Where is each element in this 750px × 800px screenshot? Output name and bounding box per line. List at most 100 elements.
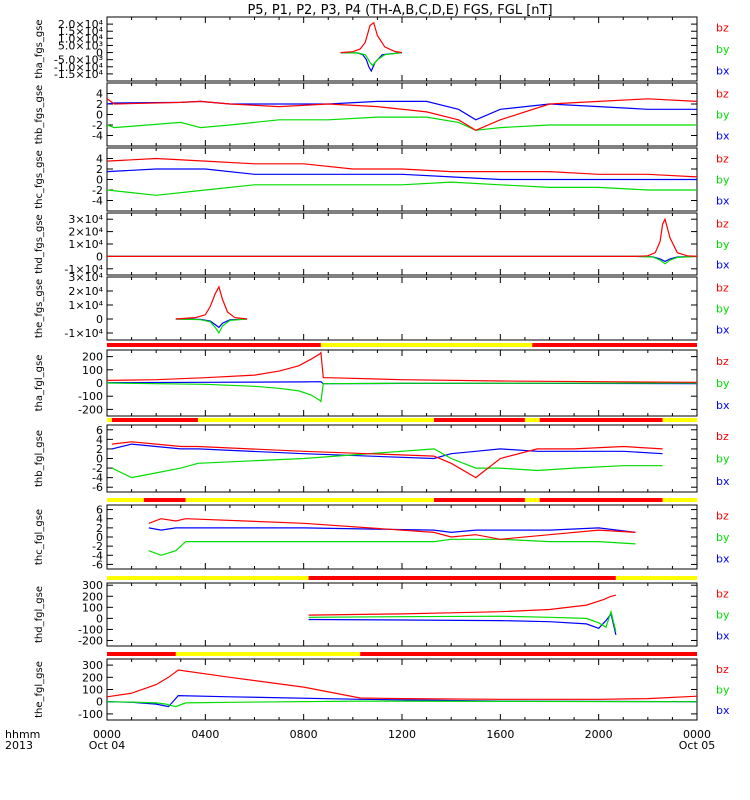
legend-by: by: [716, 377, 730, 390]
state-bar-segment: [107, 418, 112, 422]
legend-by: by: [716, 43, 730, 56]
state-bar-segment: [524, 498, 540, 502]
state-bar-segment: [433, 498, 525, 502]
panel-frame: [106, 504, 698, 570]
legend-by: by: [716, 238, 730, 251]
y-tick-label: 3×10⁴: [68, 213, 103, 226]
y-tick-label: -1.5×10⁴: [54, 68, 104, 81]
state-bar-segment: [662, 498, 697, 502]
y-axis-label: the_fgl_gse: [34, 661, 45, 718]
y-tick-label: -4: [92, 130, 103, 143]
legend-by: by: [716, 109, 730, 122]
series-line-bz: [148, 518, 636, 540]
series-line-by: [107, 255, 698, 265]
legend-bx: bx: [716, 324, 730, 337]
legend-bx: bx: [716, 475, 730, 488]
state-bar-segment: [308, 576, 616, 580]
y-tick-label: -2: [92, 462, 103, 475]
y-tick-label: -100: [78, 623, 103, 636]
series-line-bz: [106, 157, 698, 178]
y-tick-label: 2.0×10⁴: [58, 18, 104, 31]
y-tick-label: 6: [96, 504, 103, 517]
state-bar-segment: [615, 576, 697, 580]
state-bar-segment: [107, 498, 144, 502]
legend-bz: bz: [716, 282, 729, 295]
y-tick-label: 2: [96, 443, 103, 456]
state-bar-segment: [197, 418, 434, 422]
legend-bz: bz: [716, 88, 729, 101]
panel-thb_fgs: 420-2-4 thb_fgs_gse bz by bx: [34, 82, 730, 147]
y-tick-label: -4: [92, 549, 103, 562]
legend-bx: bx: [716, 552, 730, 565]
y-axis-label: thb_fgs_gse: [34, 85, 45, 144]
state-bar-segment: [107, 343, 321, 347]
state-bar-segment: [433, 418, 525, 422]
legend-bx: bx: [716, 195, 730, 208]
y-tick-label: 0: [96, 377, 103, 390]
panel-frame: [106, 424, 698, 493]
time-tick-date: Oct 04: [89, 739, 126, 752]
time-tick-label: 2000: [585, 728, 613, 741]
legend-bz: bz: [716, 355, 729, 368]
y-tick-label: 1.0×10⁴: [58, 32, 104, 45]
y-tick-label: 200: [82, 590, 103, 603]
y-tick-label: 0: [96, 453, 103, 466]
y-tick-label: 5.0×10³: [58, 39, 103, 52]
time-tick-label: 0000: [683, 728, 711, 741]
legend-bz: bz: [716, 430, 729, 443]
legend-by: by: [716, 174, 730, 187]
series-line-bz: [106, 351, 698, 383]
series-line-by: [106, 181, 697, 196]
legend-by: by: [716, 684, 730, 697]
series-line-by: [106, 700, 698, 708]
legend-bx: bx: [716, 630, 730, 643]
series-line-bx: [107, 255, 698, 263]
y-tick-label: 0: [96, 250, 103, 263]
legend-bx: bx: [716, 259, 730, 272]
state-bar-segment: [524, 418, 540, 422]
y-tick-label: -1×10⁴: [64, 327, 103, 340]
y-tick-label: -2: [92, 540, 103, 553]
y-axis-label: thc_fgl_gse: [34, 509, 45, 565]
time-tick-date: Oct 05: [679, 739, 716, 752]
series-line-bz: [107, 217, 698, 257]
state-bar-segment: [539, 498, 663, 502]
y-tick-label: 200: [82, 671, 103, 684]
y-tick-label: -1.0×10⁴: [54, 61, 104, 74]
legend-bx: bx: [716, 130, 730, 143]
y-tick-label: -2: [92, 184, 103, 197]
series-line-by: [106, 382, 698, 403]
y-tick-label: 200: [82, 351, 103, 364]
y-tick-label: 4: [96, 88, 103, 101]
y-tick-label: 1.5×10⁴: [58, 25, 104, 38]
y-tick-label: -4: [92, 195, 103, 208]
y-tick-label: 1×10⁴: [68, 238, 103, 251]
series-line-by: [106, 116, 697, 131]
y-axis-label: thb_fgl_gse: [34, 430, 45, 487]
series-line-bz: [340, 21, 403, 54]
state-bar-segment: [360, 652, 697, 656]
series-line-by: [111, 448, 663, 479]
y-tick-label: 0: [96, 531, 103, 544]
state-bar-segment: [107, 652, 176, 656]
y-tick-label: 300: [82, 659, 103, 672]
state-bar-segment: [107, 576, 309, 580]
y-tick-label: 0: [96, 174, 103, 187]
time-tick-label: 0800: [290, 728, 318, 741]
series-line-by: [175, 318, 248, 335]
legend-bz: bz: [716, 588, 729, 601]
panel-frame: [106, 276, 698, 341]
series-line-by: [148, 538, 636, 556]
y-tick-label: -4: [92, 472, 103, 485]
time-tick-label: 0000: [93, 728, 121, 741]
y-tick-label: 0: [96, 47, 103, 60]
state-bar-segment: [185, 498, 434, 502]
time-tick-label: 1200: [388, 728, 416, 741]
legend-bz: bz: [716, 153, 729, 166]
legend-by: by: [716, 531, 730, 544]
y-axis-label: thd_fgs_gse: [34, 214, 45, 273]
y-axis-label: tha_fgl_gse: [34, 355, 45, 412]
y-tick-label: 0: [96, 696, 103, 709]
